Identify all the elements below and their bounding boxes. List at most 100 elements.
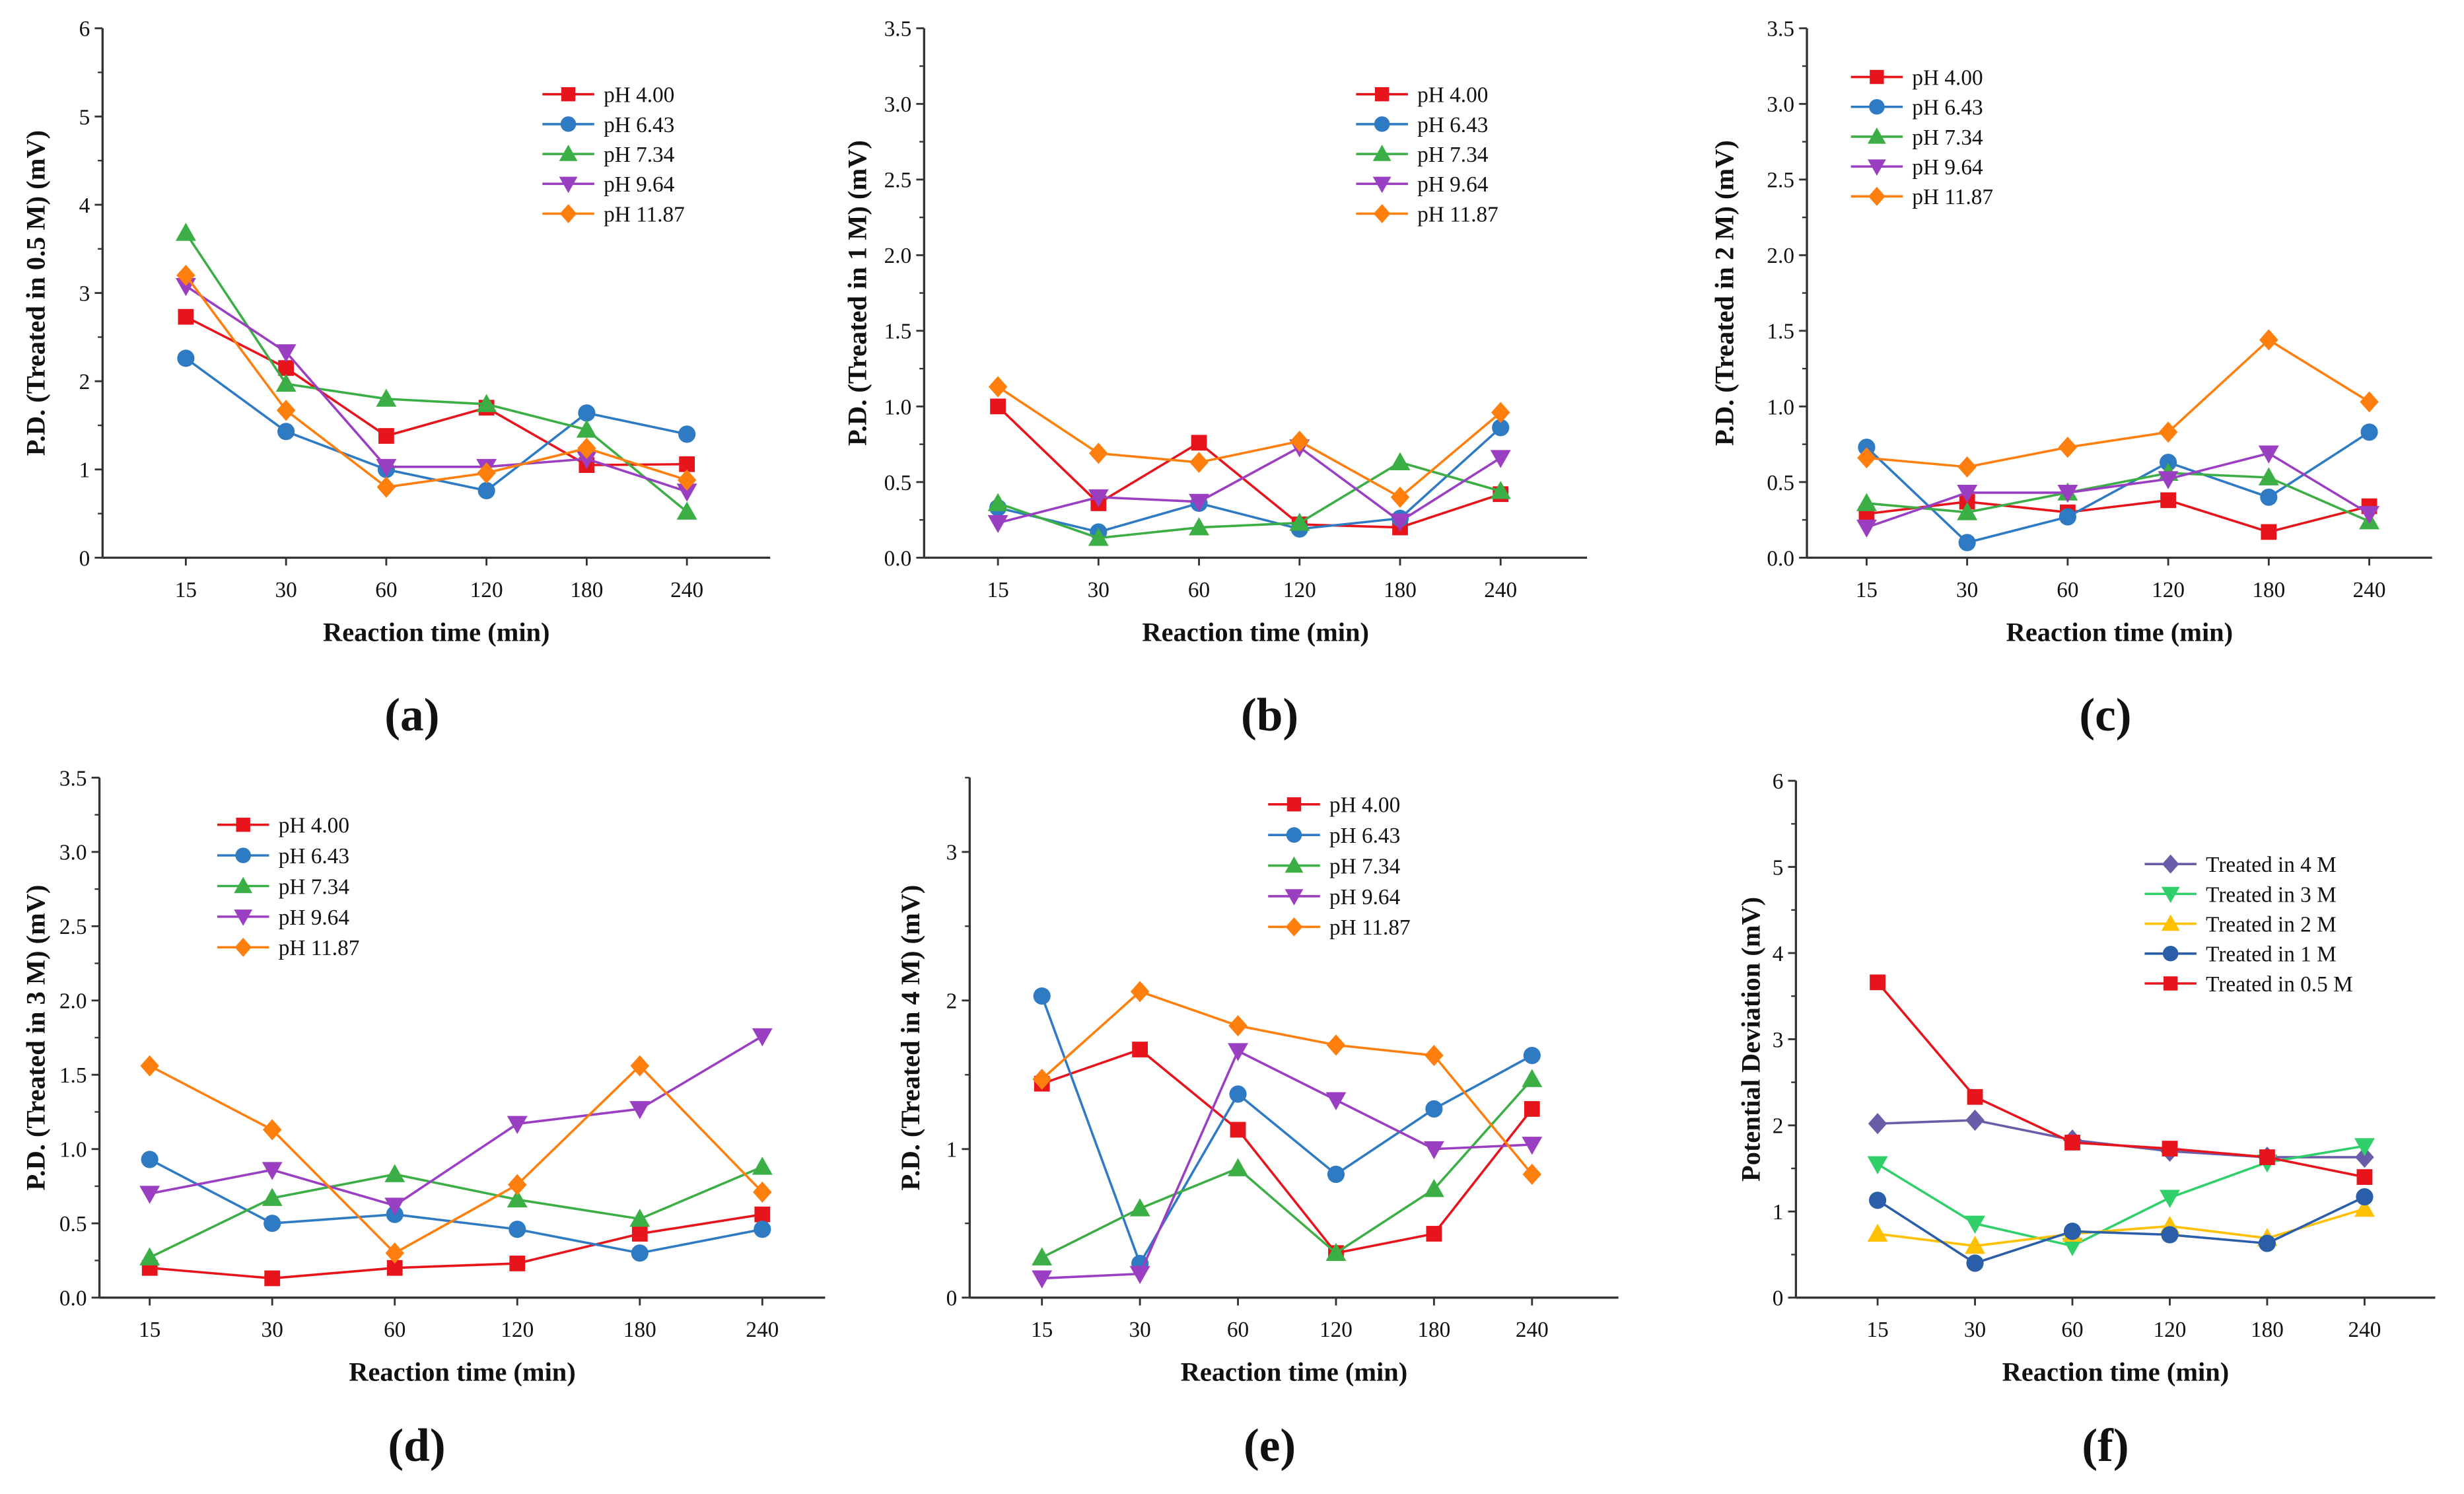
data-point	[2259, 1149, 2275, 1165]
y-tick-label: 4	[79, 194, 90, 218]
legend-item: pH 6.43	[217, 844, 349, 869]
chart-panel-c: 0.0 0.5 1.0 1.5 2.0 2.5 3.0 3.5 15 30 60 120 180 240 R…	[1709, 17, 2432, 741]
data-point	[385, 1242, 405, 1264]
x-tick-label: 240	[2353, 578, 2386, 602]
legend-marker	[1374, 116, 1390, 132]
data-point	[1522, 1163, 1542, 1186]
series-line	[149, 1158, 763, 1255]
legend-label: pH 11.87	[604, 202, 685, 227]
data-point	[676, 501, 697, 520]
series-line	[1878, 1119, 2365, 1158]
x-tick-label: 60	[2061, 1318, 2083, 1342]
data-point	[676, 483, 697, 502]
legend-item: pH 11.87	[1356, 202, 1498, 227]
y-tick-label: 1	[1773, 1200, 1784, 1225]
data-point	[1490, 481, 1511, 499]
legend-marker	[559, 204, 577, 223]
y-tick-label: 2.0	[884, 244, 912, 268]
legend-item: pH 11.87	[542, 202, 685, 227]
data-point	[278, 360, 295, 376]
data-point	[1965, 1109, 1985, 1131]
series-ph-6-43	[141, 1151, 771, 1262]
series-line	[1041, 1049, 1532, 1280]
data-point	[1032, 1068, 1051, 1090]
series-treated-in-2-m	[1867, 1198, 2375, 1254]
data-point	[1524, 1101, 1540, 1117]
series-ph-4-00	[990, 398, 1509, 536]
series-ph-4-00	[1858, 492, 2377, 540]
x-tick-label: 30	[275, 578, 297, 602]
legend-label: Treated in 1 M	[2206, 943, 2337, 967]
x-tick-label: 240	[2348, 1318, 2381, 1342]
x-axis-label: Reaction time (min)	[2002, 1357, 2230, 1387]
series-ph-6-43	[1858, 423, 2378, 551]
chart-panel-b: 0.0 0.5 1.0 1.5 2.0 2.5 3.0 3.5 15 30 60 120 180 240 R…	[842, 17, 1588, 741]
legend-marker	[1868, 186, 1885, 206]
data-point	[507, 1189, 528, 1208]
data-point	[987, 493, 1008, 511]
x-tick-label: 30	[262, 1318, 283, 1342]
legend-item: pH 7.34	[1268, 854, 1401, 878]
data-point	[175, 223, 196, 241]
data-point	[1132, 1042, 1148, 1057]
data-point	[1189, 452, 1209, 474]
legend-marker	[1373, 204, 1391, 223]
data-point	[384, 1197, 405, 1216]
x-axis-label: Reaction time (min)	[323, 617, 550, 647]
series-line	[185, 316, 687, 466]
x-tick-label: 180	[2251, 1318, 2284, 1342]
data-point	[1032, 1247, 1053, 1265]
data-point	[2261, 524, 2277, 540]
legend-marker	[559, 145, 578, 161]
data-point	[2360, 423, 2378, 441]
legend-item: pH 7.34	[1356, 143, 1489, 167]
y-tick-label: 5	[79, 105, 90, 129]
data-point	[1958, 534, 1976, 551]
series-line	[1866, 431, 2370, 544]
data-point	[275, 373, 297, 392]
data-point	[2356, 1188, 2374, 1206]
y-tick-label: 2.0	[1767, 244, 1794, 268]
data-point	[1390, 513, 1411, 532]
legend-label: pH 7.34	[279, 874, 350, 899]
y-axis-label: P.D. (Treated in 0.5 M) (mV)	[20, 130, 50, 456]
legend-marker	[2161, 914, 2180, 931]
data-point	[2058, 437, 2078, 458]
x-tick-label: 30	[1956, 578, 1978, 602]
legend-item: pH 4.00	[1268, 793, 1400, 818]
x-tick-label: 30	[1964, 1318, 1986, 1342]
data-point	[2161, 1226, 2179, 1244]
legend-marker	[1867, 159, 1886, 176]
series-ph-7-34	[987, 452, 1511, 546]
series-line	[1866, 499, 2370, 534]
data-point	[2064, 1135, 2080, 1151]
y-tick-label: 1.0	[1767, 395, 1794, 419]
legend-item: pH 4.00	[217, 814, 349, 838]
y-tick-label: 3.5	[884, 17, 912, 42]
series-line	[997, 427, 1502, 534]
series-line	[1866, 472, 2370, 523]
x-tick-label: 30	[1088, 578, 1109, 602]
y-tick-label: 0.0	[884, 546, 912, 571]
data-point	[1957, 502, 1978, 520]
data-point	[2355, 1147, 2374, 1168]
x-tick-label: 60	[375, 578, 397, 602]
panel-label: (d)	[388, 1419, 445, 1472]
data-point	[2160, 454, 2177, 472]
legend-marker	[1285, 856, 1304, 873]
data-point	[754, 1221, 771, 1238]
data-point	[988, 376, 1008, 398]
data-point	[1868, 1113, 1887, 1135]
series-line	[1877, 1207, 2365, 1248]
data-point	[1130, 981, 1150, 1003]
x-tick-label: 30	[1129, 1318, 1150, 1342]
series-line	[997, 386, 1502, 499]
data-point	[1228, 1043, 1248, 1061]
legend-label: Treated in 0.5 M	[2206, 972, 2353, 997]
data-point	[264, 1270, 281, 1287]
legend-label: pH 7.34	[604, 143, 675, 167]
series-line	[1041, 1048, 1533, 1255]
panel-label: (b)	[1241, 689, 1298, 741]
series-line	[184, 274, 687, 489]
y-tick-label: 0.0	[59, 1287, 87, 1311]
